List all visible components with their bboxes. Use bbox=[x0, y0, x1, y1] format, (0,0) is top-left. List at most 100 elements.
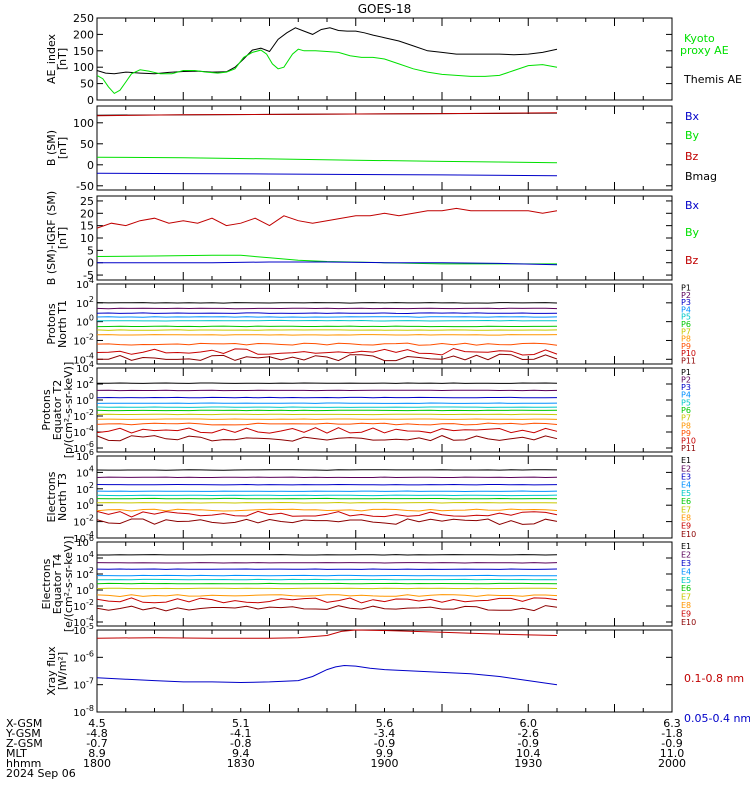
y-axis-label: Electrons bbox=[45, 471, 58, 522]
y-tick-label: 25 bbox=[80, 195, 94, 208]
channel-line-p4 bbox=[96, 316, 558, 318]
legend-label-e4: E4 bbox=[681, 567, 691, 576]
legend-label-p11: P11 bbox=[681, 444, 696, 453]
legend-label-p1: P1 bbox=[681, 284, 691, 293]
legend-label-e9: E9 bbox=[681, 609, 691, 618]
channel-line-p11 bbox=[97, 353, 558, 362]
legend-label-e2: E2 bbox=[681, 551, 691, 560]
legend-label-p8: P8 bbox=[681, 421, 691, 430]
legend-label-e7: E7 bbox=[681, 505, 691, 514]
legend-label-p8: P8 bbox=[681, 335, 691, 344]
channel-line-p3 bbox=[96, 312, 558, 315]
x-row-value: 2000 bbox=[658, 757, 686, 770]
channel-line-p11 bbox=[96, 435, 558, 442]
y-tick-label: 100 bbox=[76, 582, 94, 597]
y-axis-label: [e/(cm²-s-sr-keV)] bbox=[62, 536, 75, 632]
y-tick-label: 10 bbox=[80, 232, 94, 245]
series-line-bz bbox=[96, 207, 558, 229]
legend-label-e3: E3 bbox=[681, 473, 691, 482]
legend-label: Bz bbox=[685, 150, 699, 163]
y-tick-label: -5 bbox=[83, 269, 94, 282]
series-line-by bbox=[96, 254, 557, 265]
legend-label-p11: P11 bbox=[681, 356, 696, 365]
legend-label-e7: E7 bbox=[681, 593, 691, 602]
y-tick-label: 10-4 bbox=[73, 614, 94, 629]
series-line-bx bbox=[96, 172, 558, 177]
legend-label-p7: P7 bbox=[681, 327, 691, 336]
legend-label: proxy AE bbox=[680, 44, 729, 57]
x-row-label: X-GSM bbox=[6, 717, 42, 730]
y-tick-label: 104 bbox=[76, 360, 94, 375]
legend-label-e4: E4 bbox=[681, 481, 691, 490]
legend-label-p10: P10 bbox=[681, 349, 696, 358]
legend-label-p2: P2 bbox=[681, 291, 691, 300]
y-tick-label: 102 bbox=[76, 481, 94, 496]
y-tick-label: 10-2 bbox=[73, 332, 94, 347]
y-tick-label: 100 bbox=[76, 497, 94, 512]
y-tick-label: 200 bbox=[73, 28, 94, 41]
legend-label-p7: P7 bbox=[681, 414, 691, 423]
y-axis-label: [p/(cm²-s-sr-keV)] bbox=[62, 362, 75, 459]
y-axis-label: Equator T2 bbox=[51, 380, 64, 440]
legend-label-e1: E1 bbox=[681, 456, 691, 465]
x-row-value: 10.4 bbox=[516, 747, 541, 760]
series-line-by bbox=[96, 156, 558, 164]
y-tick-label: 10-2 bbox=[73, 598, 94, 613]
x-row-value: 4.5 bbox=[88, 717, 106, 730]
channel-line-e10 bbox=[96, 605, 558, 612]
y-tick-label: 102 bbox=[76, 295, 94, 310]
y-tick-label: 15 bbox=[80, 220, 94, 233]
panel-b_minus_igrf bbox=[96, 195, 673, 281]
legend-label-e8: E8 bbox=[681, 601, 691, 610]
channel-line-e9 bbox=[96, 510, 558, 518]
chart-title: GOES-18 bbox=[358, 2, 412, 16]
x-row-value: -0.9 bbox=[661, 737, 682, 750]
x-row-label: MLT bbox=[6, 747, 27, 760]
y-tick-label: 10-8 bbox=[73, 704, 94, 719]
series-line-0-05-0-4-nm bbox=[96, 664, 558, 686]
y-tick-label: 10-4 bbox=[73, 424, 94, 439]
panel-protons_t1 bbox=[96, 283, 673, 365]
x-row-value: -4.8 bbox=[86, 727, 107, 740]
channel-line-e8 bbox=[96, 594, 558, 598]
y-tick-label: 0 bbox=[87, 159, 94, 172]
panel-frame bbox=[96, 195, 673, 281]
x-row-value: 6.3 bbox=[663, 717, 681, 730]
legend-label: Bx bbox=[685, 199, 700, 212]
legend-label: Bz bbox=[685, 254, 699, 267]
y-axis-label: Protons bbox=[45, 303, 58, 344]
y-axis-label: AE_index bbox=[45, 33, 58, 84]
legend-label-e10: E10 bbox=[681, 530, 696, 539]
y-tick-label: 10-5 bbox=[73, 622, 94, 637]
y-tick-label: 100 bbox=[76, 392, 94, 407]
y-tick-label: 0 bbox=[87, 94, 94, 107]
legend-label-p6: P6 bbox=[681, 320, 691, 329]
y-tick-label: 0 bbox=[87, 257, 94, 270]
legend-label-e3: E3 bbox=[681, 559, 691, 568]
x-row-value: 1900 bbox=[371, 757, 399, 770]
y-tick-label: 250 bbox=[73, 12, 94, 25]
series-line-bz bbox=[96, 112, 558, 117]
series-line-bx bbox=[97, 261, 558, 266]
y-tick-label: 50 bbox=[80, 78, 94, 91]
legend-label-e6: E6 bbox=[681, 497, 691, 506]
x-row-value: 8.9 bbox=[88, 747, 106, 760]
y-tick-label: 106 bbox=[76, 448, 94, 463]
y-axis-label: B (SM)-IGRF (SM) bbox=[45, 191, 58, 285]
y-tick-label: 102 bbox=[76, 376, 94, 391]
y-tick-label: 102 bbox=[76, 566, 94, 581]
channel-line-p6 bbox=[96, 325, 558, 328]
legend-label: Bmag bbox=[685, 170, 717, 183]
panel-frame bbox=[96, 283, 673, 365]
y-axis-label: Equator T4 bbox=[51, 554, 64, 614]
y-tick-label: 10-7 bbox=[73, 677, 94, 692]
channel-line-p7 bbox=[96, 329, 558, 331]
channel-line-e7 bbox=[96, 501, 558, 504]
channel-line-p8 bbox=[96, 334, 558, 336]
legend-label-p2: P2 bbox=[681, 375, 691, 384]
y-axis-label: Electrons bbox=[40, 558, 53, 609]
x-row-value: 1930 bbox=[514, 757, 542, 770]
x-row-label: Y-GSM bbox=[5, 727, 41, 740]
y-axis-label: North T1 bbox=[56, 300, 69, 348]
